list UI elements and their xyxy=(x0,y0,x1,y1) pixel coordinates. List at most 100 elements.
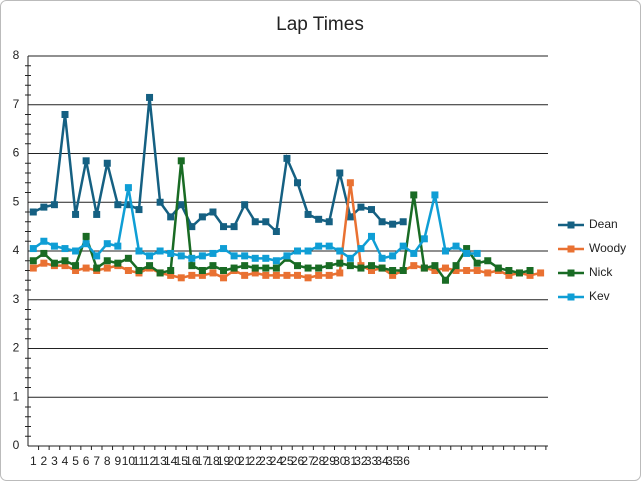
marker xyxy=(505,267,513,274)
marker xyxy=(336,269,344,277)
marker xyxy=(230,223,238,231)
marker xyxy=(357,245,365,253)
marker xyxy=(209,262,217,270)
x-tick-label: 14 xyxy=(164,454,178,468)
marker xyxy=(82,157,90,165)
series-line xyxy=(32,97,404,235)
x-tick-label: 25 xyxy=(280,454,294,468)
y-tick-label: 6 xyxy=(13,146,20,160)
x-tick-label: 31 xyxy=(344,454,358,468)
marker xyxy=(209,249,217,257)
legend-marker xyxy=(567,293,575,301)
legend-label: Kev xyxy=(589,289,610,303)
marker xyxy=(420,235,428,243)
y-tick-label: 7 xyxy=(13,97,20,111)
marker xyxy=(220,245,228,253)
marker xyxy=(431,262,439,270)
marker xyxy=(220,223,228,231)
marker xyxy=(61,257,69,265)
marker xyxy=(325,242,333,250)
x-tick-label: 30 xyxy=(333,454,347,468)
x-tick-label: 28 xyxy=(312,454,326,468)
marker xyxy=(346,213,354,221)
x-tick-label: 24 xyxy=(270,454,284,468)
y-tick-label: 5 xyxy=(13,194,20,208)
legend-label: Dean xyxy=(589,217,618,231)
marker xyxy=(262,271,270,279)
chart-title: Lap Times xyxy=(276,14,364,35)
marker xyxy=(283,271,291,279)
marker xyxy=(209,208,217,216)
marker xyxy=(40,203,48,211)
marker xyxy=(378,264,386,272)
marker xyxy=(167,249,175,257)
marker xyxy=(198,271,206,279)
marker xyxy=(537,269,545,277)
marker xyxy=(346,254,354,262)
marker xyxy=(473,267,481,274)
marker xyxy=(294,179,302,187)
marker xyxy=(29,264,37,272)
marker xyxy=(420,264,428,272)
marker xyxy=(346,179,354,187)
marker xyxy=(410,191,418,199)
marker xyxy=(251,218,259,226)
x-tick-label: 8 xyxy=(104,454,111,468)
marker xyxy=(526,267,534,274)
marker xyxy=(463,249,471,257)
marker xyxy=(61,111,69,118)
y-tick-label: 8 xyxy=(13,48,20,62)
marker xyxy=(357,203,365,211)
marker xyxy=(441,276,449,284)
marker xyxy=(146,252,154,260)
marker xyxy=(251,254,259,262)
marker xyxy=(336,259,344,267)
legend-label: Nick xyxy=(589,265,613,279)
marker xyxy=(367,262,375,270)
marker xyxy=(241,252,249,260)
marker xyxy=(515,269,523,277)
marker xyxy=(230,252,238,260)
marker xyxy=(188,223,196,231)
marker xyxy=(198,252,206,260)
marker xyxy=(220,274,228,282)
marker xyxy=(473,249,481,257)
marker xyxy=(389,252,397,260)
marker xyxy=(251,264,259,272)
marker xyxy=(93,252,101,260)
marker xyxy=(220,267,228,274)
marker xyxy=(50,259,58,267)
marker xyxy=(135,247,143,255)
marker xyxy=(93,210,101,218)
marker xyxy=(146,93,154,101)
marker xyxy=(336,247,344,255)
marker xyxy=(50,201,58,209)
x-tick-label: 35 xyxy=(386,454,400,468)
marker xyxy=(315,242,323,250)
x-tick-label: 33 xyxy=(365,454,379,468)
marker xyxy=(124,267,132,274)
marker xyxy=(29,208,37,216)
marker xyxy=(241,201,249,209)
marker xyxy=(441,264,449,272)
x-tick-label: 17 xyxy=(196,454,210,468)
marker xyxy=(262,264,270,272)
x-tick-label: 19 xyxy=(217,454,231,468)
marker xyxy=(304,274,312,282)
marker xyxy=(198,213,206,221)
x-tick-label: 4 xyxy=(62,454,69,468)
marker xyxy=(114,242,122,250)
marker xyxy=(399,267,407,274)
marker xyxy=(156,198,164,206)
marker xyxy=(103,264,111,272)
marker xyxy=(198,267,206,274)
marker xyxy=(72,267,80,274)
marker xyxy=(431,267,439,274)
x-tick-label: 9 xyxy=(114,454,121,468)
marker xyxy=(304,210,312,218)
legend-marker xyxy=(567,221,575,229)
marker xyxy=(294,262,302,270)
marker xyxy=(167,213,175,221)
marker xyxy=(452,242,460,250)
x-tick-label: 32 xyxy=(354,454,368,468)
